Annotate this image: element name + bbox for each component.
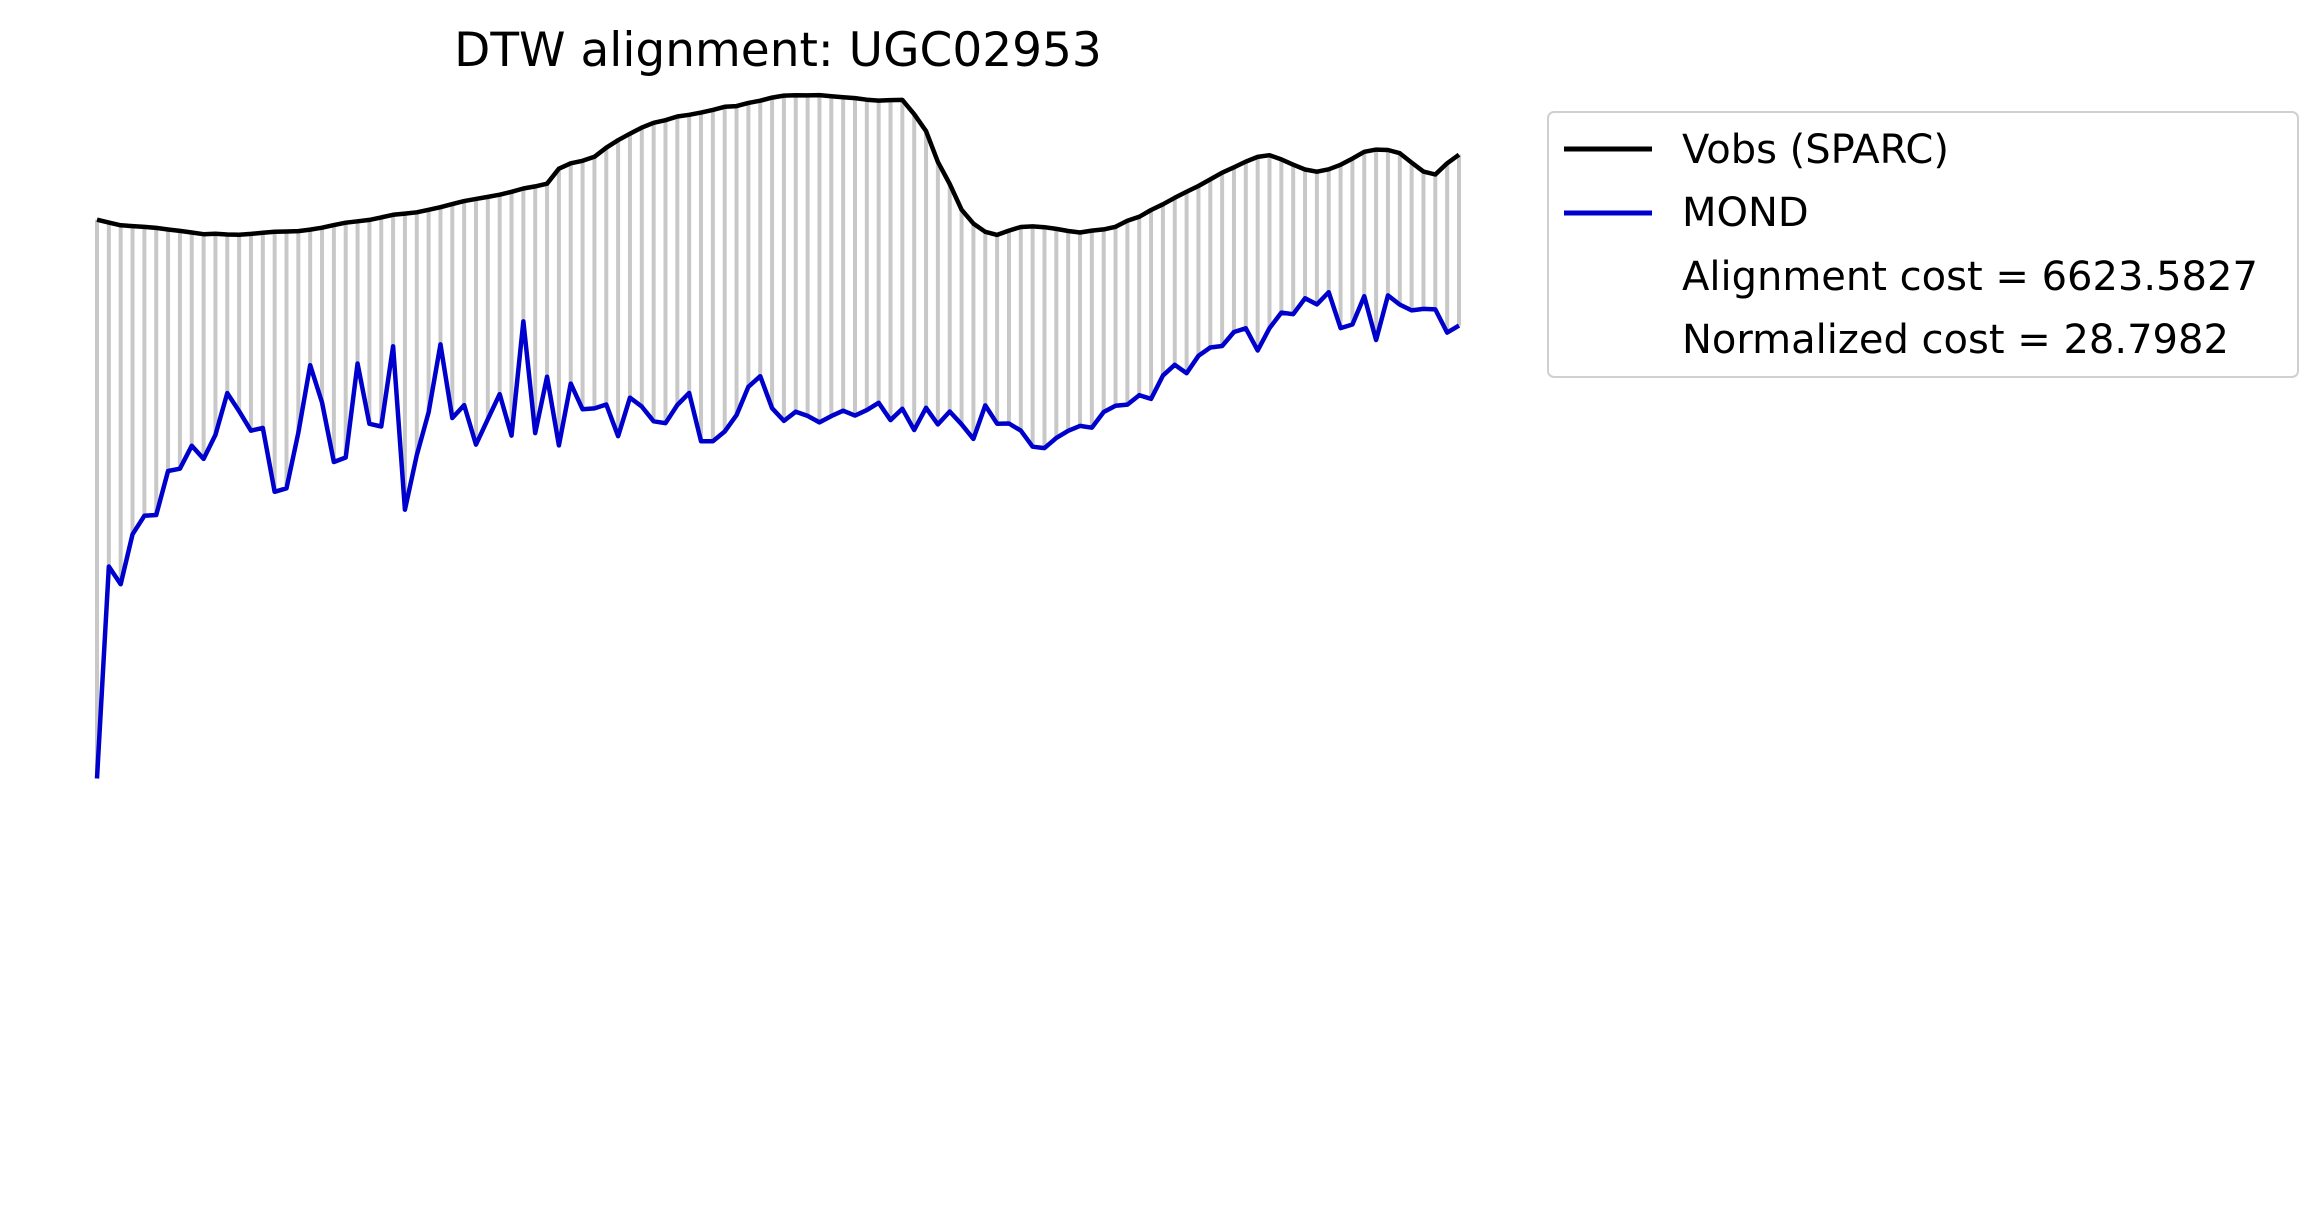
- legend-frame: [1547, 111, 2299, 378]
- legend-alignment-cost: Alignment cost = 6623.5827: [1682, 254, 2258, 300]
- series-line-mond: [94, 289, 1461, 779]
- series-lines: [94, 92, 1461, 779]
- legend-label-mond: MOND: [1682, 190, 1809, 236]
- legend: Vobs (SPARC) MOND Alignment cost = 6623.…: [1547, 111, 2299, 378]
- legend-normalized-cost: Normalized cost = 28.7982: [1682, 317, 2229, 363]
- legend-label-vobs: Vobs (SPARC): [1682, 127, 1949, 173]
- chart-title: DTW alignment: UGC02953: [454, 23, 1102, 78]
- alignment-connectors: [95, 95, 1461, 779]
- series-line-vobs: [96, 92, 1461, 238]
